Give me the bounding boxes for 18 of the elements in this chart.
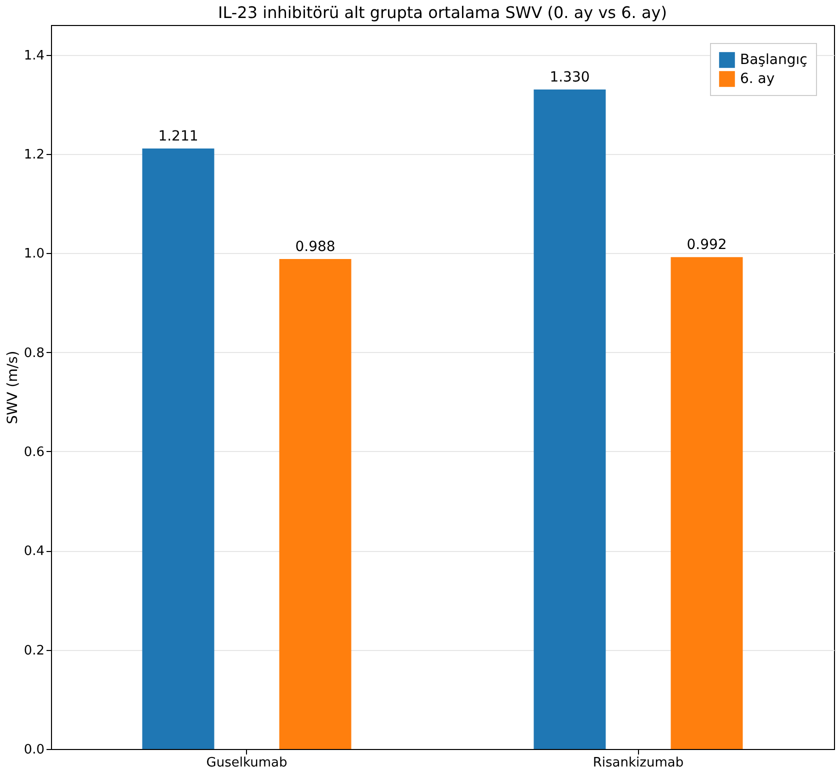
data-label: 0.992 [686,237,727,254]
y-tick-label: 0.8 [24,346,44,361]
chart-title: IL-23 inhibitörü alt grupta ortalama SWV (0. ay vs 6. ay) [218,3,667,22]
y-tick-label: 0.6 [24,444,44,460]
y-axis-title: SWV (m/s) [4,350,21,424]
data-label: 1.330 [550,69,590,86]
x-tick-label: Risankizumab [592,756,684,770]
data-label: 0.988 [295,239,336,256]
x-tick-label: Guselkumab [206,756,288,770]
y-tick-label: 1.4 [24,48,44,64]
y-tick-label: 1.2 [24,147,44,162]
y-tick-label: 0.0 [24,742,44,758]
data-label: 1.211 [158,128,198,144]
y-tick-label: 1.0 [24,246,44,262]
y-tick-label: 0.4 [24,544,44,560]
legend-label: Başlangıç [740,52,808,68]
legend-label: 6. ay [740,71,775,87]
y-tick-label: 0.2 [24,643,44,658]
